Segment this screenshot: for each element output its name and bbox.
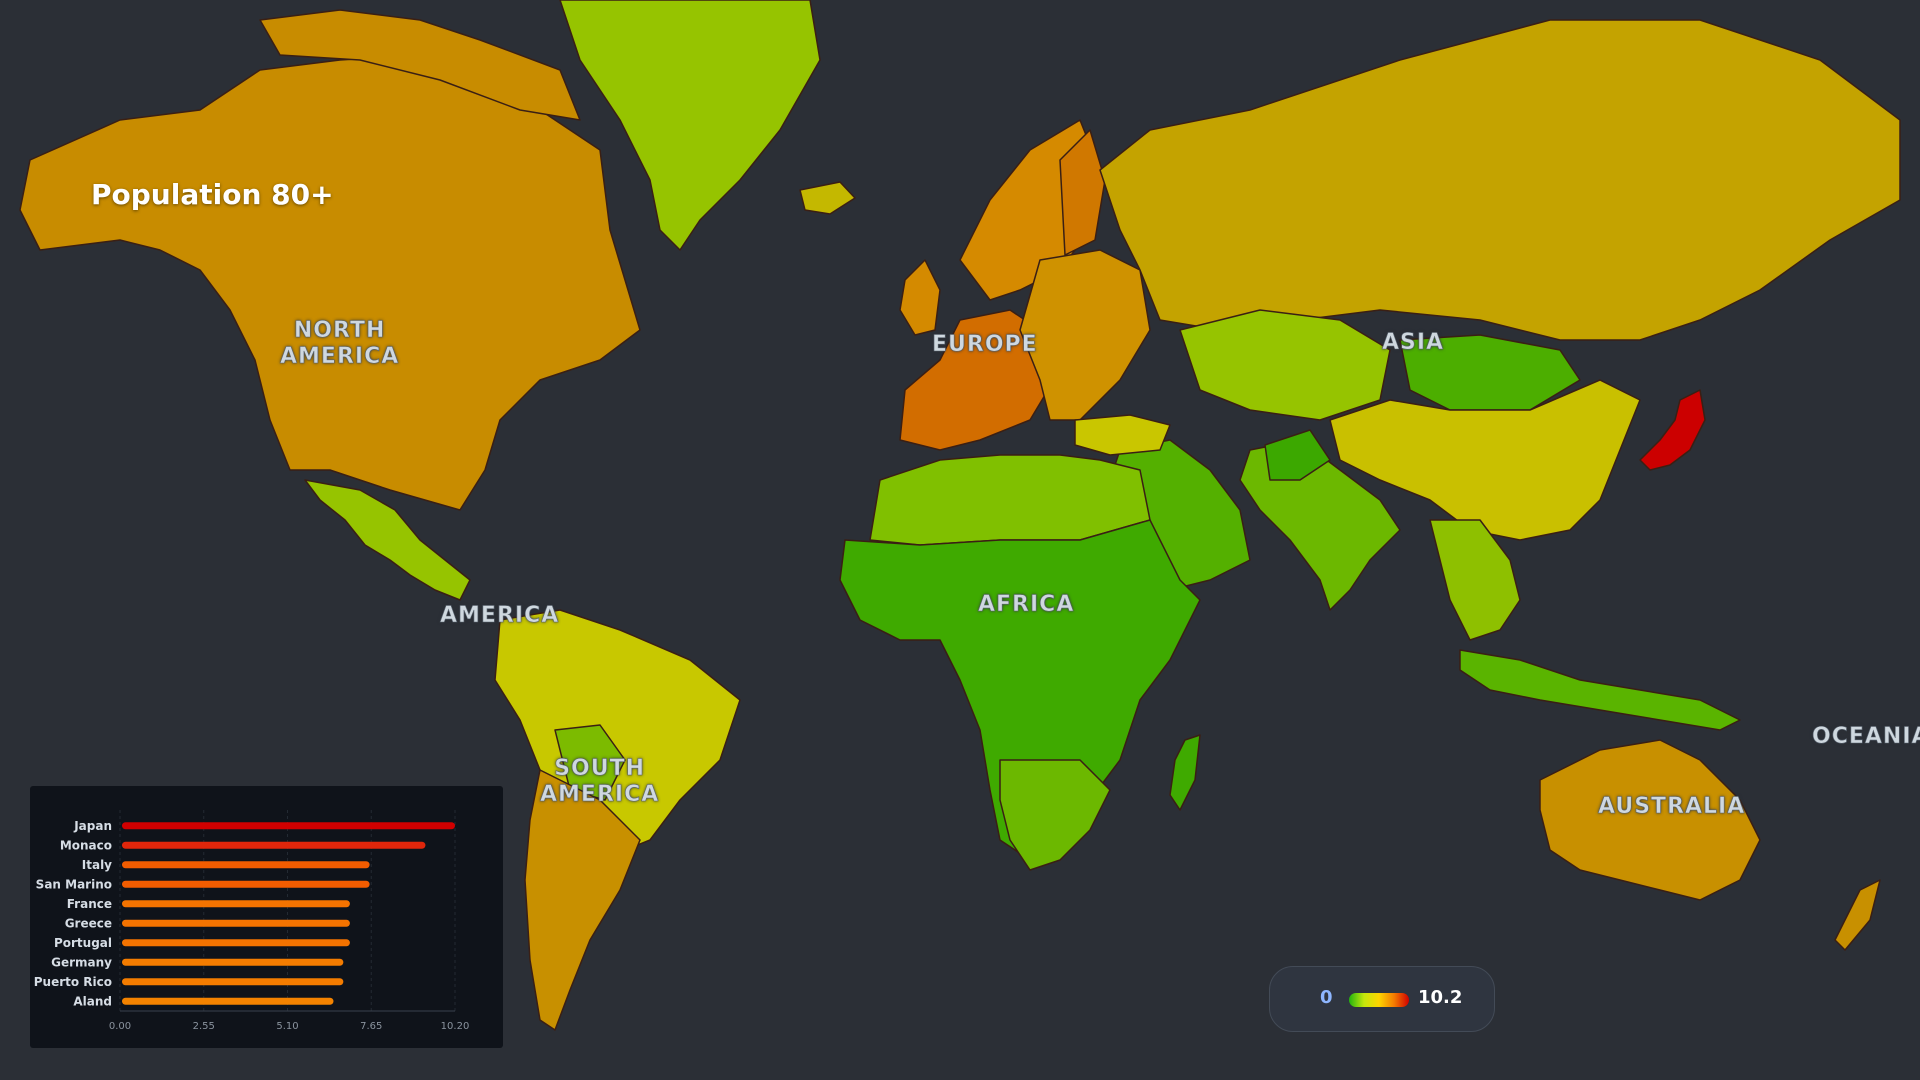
region-indonesia[interactable] xyxy=(1459,649,1741,731)
category-label: France xyxy=(67,897,112,911)
region-mexico[interactable] xyxy=(304,479,471,601)
region-label-europe: EUROPE xyxy=(932,332,1038,358)
color-legend: 0 10.2 xyxy=(1269,966,1495,1032)
bar[interactable] xyxy=(122,900,350,908)
region-china[interactable] xyxy=(1329,379,1641,541)
x-tick-label: 10.20 xyxy=(441,1021,470,1032)
region-iceland[interactable] xyxy=(799,181,856,215)
category-label: Portugal xyxy=(54,936,112,950)
category-label: Japan xyxy=(73,819,112,833)
region-japan[interactable] xyxy=(1639,389,1706,471)
legend-max-value: 10.2 xyxy=(1418,987,1463,1008)
region-label-america: AMERICA xyxy=(440,603,560,629)
bar-chart-panel: 0.00 2.55 5.10 7.65 10.20 Japan Monaco Italy San… xyxy=(30,786,503,1048)
category-label: Italy xyxy=(82,858,112,872)
x-tick-label: 0.00 xyxy=(109,1021,131,1032)
region-madagascar[interactable] xyxy=(1169,734,1201,811)
region-label-asia: ASIA xyxy=(1382,330,1445,356)
bar[interactable] xyxy=(122,997,334,1005)
x-tick-label: 2.55 xyxy=(193,1021,215,1032)
category-label: Puerto Rico xyxy=(34,975,112,989)
region-label-oceania: OCEANIA xyxy=(1812,724,1920,750)
region-label-north-america: NORTH AMERICA xyxy=(280,318,400,370)
bar[interactable] xyxy=(122,822,455,830)
category-label: Germany xyxy=(51,955,112,969)
region-southern-africa[interactable] xyxy=(999,759,1111,871)
region-label-australia: AUSTRALIA xyxy=(1598,794,1746,820)
bar[interactable] xyxy=(122,958,344,966)
x-tick-label: 7.65 xyxy=(360,1021,382,1032)
bar[interactable] xyxy=(122,978,344,986)
category-label: San Marino xyxy=(36,877,112,891)
bar[interactable] xyxy=(122,861,370,869)
region-south-america-south[interactable] xyxy=(524,769,641,1031)
region-southeast-asia[interactable] xyxy=(1429,519,1521,641)
region-label-south-america: SOUTH AMERICA xyxy=(540,756,660,808)
region-uk[interactable] xyxy=(899,259,941,336)
region-eastern-europe[interactable] xyxy=(1019,249,1151,421)
region-turkey[interactable] xyxy=(1074,414,1171,456)
bar[interactable] xyxy=(122,919,350,927)
region-greenland[interactable] xyxy=(559,0,821,251)
region-afghanistan[interactable] xyxy=(1264,429,1331,481)
region-bolivia[interactable] xyxy=(554,724,626,801)
region-south-asia[interactable] xyxy=(1239,439,1401,611)
region-australia[interactable] xyxy=(1539,739,1761,901)
region-finland[interactable] xyxy=(1059,129,1106,256)
legend-min-value: 0 xyxy=(1320,987,1333,1008)
region-new-zealand[interactable] xyxy=(1834,879,1881,951)
region-central-asia[interactable] xyxy=(1179,309,1391,421)
region-label-africa: AFRICA xyxy=(978,592,1075,618)
bar[interactable] xyxy=(122,880,370,888)
bar-chart: 0.00 2.55 5.10 7.65 10.20 Japan Monaco Italy San… xyxy=(34,810,470,1032)
map-title: Population 80+ xyxy=(91,178,334,211)
bar[interactable] xyxy=(122,841,426,849)
x-tick-label: 5.10 xyxy=(276,1021,298,1032)
region-russia[interactable] xyxy=(1099,19,1901,341)
legend-gradient-bar xyxy=(1349,993,1409,1007)
category-label: Monaco xyxy=(60,838,112,852)
category-label: Aland xyxy=(73,994,112,1008)
region-canada-islands[interactable] xyxy=(259,9,581,121)
bar[interactable] xyxy=(122,939,350,947)
category-label: Greece xyxy=(65,916,112,930)
region-mongolia[interactable] xyxy=(1399,334,1581,411)
